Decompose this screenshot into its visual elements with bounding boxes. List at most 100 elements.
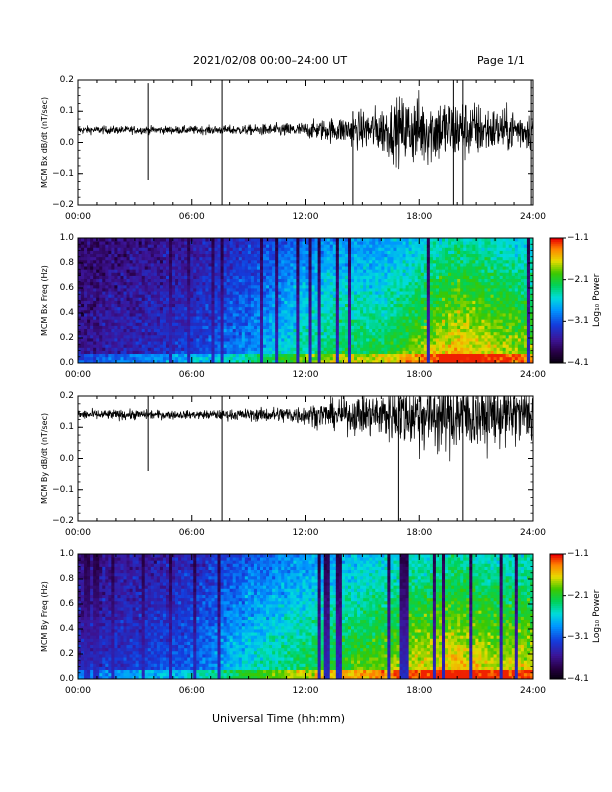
- spectrogram-cell: [347, 244, 352, 248]
- spectrogram-cell: [220, 284, 224, 289]
- spectrogram-cell: [96, 313, 100, 317]
- spectrogram-cell: [84, 256, 88, 261]
- spectrogram-cell: [263, 269, 267, 273]
- spectrogram-cell: [81, 263, 85, 267]
- spectrogram-cell: [120, 325, 124, 330]
- spectrogram-cell: [347, 256, 352, 261]
- spectrogram-cell: [93, 313, 97, 317]
- spectrogram-cell: [172, 300, 176, 305]
- spectrogram-cell: [329, 306, 334, 311]
- spectrogram-cell: [323, 319, 328, 323]
- spectrogram-cell: [153, 294, 158, 298]
- spectrogram-cell: [232, 338, 237, 342]
- spectrogram-cell: [408, 300, 413, 305]
- spectrogram-cell: [287, 281, 291, 286]
- spectrogram-cell: [196, 313, 200, 317]
- spectrogram-cell: [156, 244, 161, 248]
- spectrogram-cell: [226, 294, 231, 298]
- spectrogram-cell: [414, 331, 419, 336]
- spectrogram-cell: [369, 272, 373, 276]
- spectrogram-cell: [208, 328, 212, 333]
- spectrogram-cell: [432, 259, 437, 264]
- spectrogram-cell: [332, 263, 337, 267]
- spectrogram-cell: [363, 278, 367, 283]
- spectrogram-cell: [263, 325, 267, 330]
- spectrogram-cell: [366, 272, 370, 276]
- spectrogram-cell: [214, 300, 218, 305]
- spectrogram-cell: [311, 297, 315, 301]
- spectrogram-cell: [117, 319, 121, 323]
- spectrogram-cell: [299, 319, 303, 323]
- spectrogram-cell: [435, 353, 440, 358]
- spectrogram-cell: [293, 272, 297, 276]
- spectrogram-cell: [269, 253, 273, 258]
- spectrogram-cell: [232, 306, 237, 311]
- spectrogram-cell: [323, 322, 328, 326]
- spectrogram-cell: [99, 278, 103, 283]
- spectrogram-cell: [411, 338, 416, 342]
- spectrogram-cell: [317, 259, 322, 264]
- spectrogram-cell: [141, 266, 146, 270]
- spectrogram-cell: [205, 272, 209, 276]
- spectrogram-cell: [272, 244, 276, 248]
- spectrogram-cell: [281, 244, 285, 248]
- spectrogram-cell: [442, 306, 446, 311]
- spectrogram-cell: [202, 250, 206, 255]
- spectrogram-cell: [126, 334, 130, 339]
- spectrogram-cell: [135, 253, 140, 258]
- spectrogram-cell: [102, 259, 106, 264]
- spectrogram-cell: [438, 297, 443, 301]
- spectrogram-cell: [199, 241, 203, 245]
- spectrogram-cell: [159, 331, 164, 336]
- spectrogram-cell: [150, 297, 155, 301]
- spectrogram-cell: [414, 297, 419, 301]
- spectrogram-cell: [405, 331, 410, 336]
- spectrogram-cell: [378, 278, 382, 283]
- spectrogram-cell: [190, 334, 194, 339]
- spectrogram-cell: [156, 316, 161, 320]
- spectrogram-cell: [238, 338, 243, 342]
- spectrogram-cell: [126, 291, 130, 295]
- spectrogram-cell: [302, 325, 306, 330]
- spectrogram-cell: [114, 263, 118, 267]
- spectrogram-cell: [405, 322, 410, 326]
- spectrogram-cell: [205, 328, 209, 333]
- spectrogram-cell: [217, 281, 221, 286]
- spectrogram-cell: [105, 316, 109, 320]
- spectrogram-cell: [414, 256, 419, 261]
- spectrogram-cell: [387, 284, 391, 289]
- spectrogram-cell: [244, 269, 249, 273]
- spectrogram-cell: [275, 250, 279, 255]
- spectrogram-cell: [87, 306, 91, 311]
- spectrogram-cell: [423, 347, 428, 351]
- spectrogram-cell: [296, 275, 300, 280]
- spectrogram-cell: [426, 284, 431, 289]
- spectrogram-cell: [156, 288, 161, 292]
- spectrogram-cell: [93, 325, 97, 330]
- spectrogram-cell: [169, 281, 173, 286]
- spectrogram-cell: [205, 347, 209, 351]
- spectrogram-cell: [159, 297, 164, 301]
- spectrogram-cell: [293, 297, 297, 301]
- spectrogram-cell: [435, 259, 440, 264]
- spectrogram-cell: [442, 303, 446, 308]
- spectrogram-cell: [351, 244, 355, 248]
- spectrogram-cell: [238, 284, 243, 289]
- spectrogram-cell: [102, 334, 106, 339]
- spectrogram-cell: [357, 278, 361, 283]
- spectrogram-cell: [253, 328, 258, 333]
- spectrogram-cell: [162, 341, 167, 345]
- spectrogram-cell: [438, 325, 443, 330]
- spectrogram-cell: [108, 316, 112, 320]
- spectrogram-cell: [111, 306, 115, 311]
- spectrogram-cell: [287, 275, 291, 280]
- spectrogram-cell: [178, 272, 182, 276]
- spectrogram-cell: [445, 350, 449, 355]
- spectrogram-cell: [193, 275, 197, 280]
- spectrogram-cell: [329, 247, 334, 251]
- spectrogram-cell: [435, 269, 440, 273]
- spectrogram-cell: [369, 331, 373, 336]
- spectrogram-cell: [132, 278, 137, 283]
- spectrogram-cell: [432, 294, 437, 298]
- spectrogram-cell: [90, 316, 94, 320]
